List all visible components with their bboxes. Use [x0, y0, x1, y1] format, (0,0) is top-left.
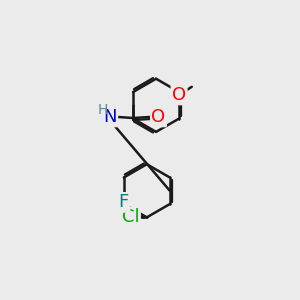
Text: H: H — [97, 103, 107, 117]
Text: F: F — [119, 193, 129, 211]
Text: N: N — [103, 108, 117, 126]
Text: Cl: Cl — [122, 208, 140, 226]
Text: O: O — [172, 86, 186, 104]
Text: O: O — [152, 108, 166, 126]
